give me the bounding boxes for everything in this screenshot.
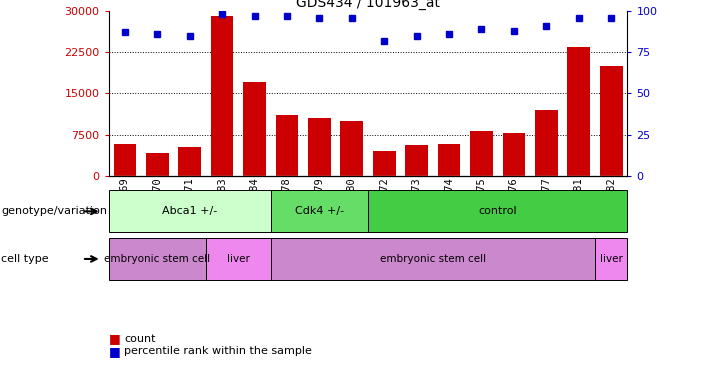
Bar: [535, 110, 558, 176]
Bar: [275, 115, 299, 176]
Bar: [271, 190, 368, 232]
Text: count: count: [124, 333, 156, 344]
Bar: [341, 121, 363, 176]
Text: percentile rank within the sample: percentile rank within the sample: [124, 346, 312, 356]
Title: GDS434 / 101963_at: GDS434 / 101963_at: [296, 0, 440, 10]
Bar: [373, 151, 395, 176]
Bar: [368, 190, 627, 232]
Bar: [211, 16, 233, 176]
Bar: [114, 144, 136, 176]
Bar: [503, 134, 525, 176]
Bar: [109, 190, 271, 232]
Text: embryonic stem cell: embryonic stem cell: [104, 254, 210, 264]
Bar: [595, 238, 627, 280]
Bar: [271, 238, 595, 280]
Text: control: control: [478, 206, 517, 216]
Text: genotype/variation: genotype/variation: [1, 206, 107, 216]
Bar: [567, 46, 590, 176]
Text: ■: ■: [109, 332, 121, 345]
Bar: [437, 144, 461, 176]
Bar: [405, 146, 428, 176]
Bar: [206, 238, 271, 280]
Text: embryonic stem cell: embryonic stem cell: [380, 254, 486, 264]
Text: Cdk4 +/-: Cdk4 +/-: [295, 206, 344, 216]
Bar: [243, 82, 266, 176]
Bar: [470, 131, 493, 176]
Bar: [308, 118, 331, 176]
Bar: [109, 238, 206, 280]
Text: Abca1 +/-: Abca1 +/-: [162, 206, 217, 216]
Bar: [178, 146, 201, 176]
Text: cell type: cell type: [1, 254, 49, 264]
Bar: [146, 153, 169, 176]
Text: liver: liver: [600, 254, 622, 264]
Bar: [600, 66, 622, 176]
Text: ■: ■: [109, 345, 121, 358]
Text: liver: liver: [227, 254, 250, 264]
